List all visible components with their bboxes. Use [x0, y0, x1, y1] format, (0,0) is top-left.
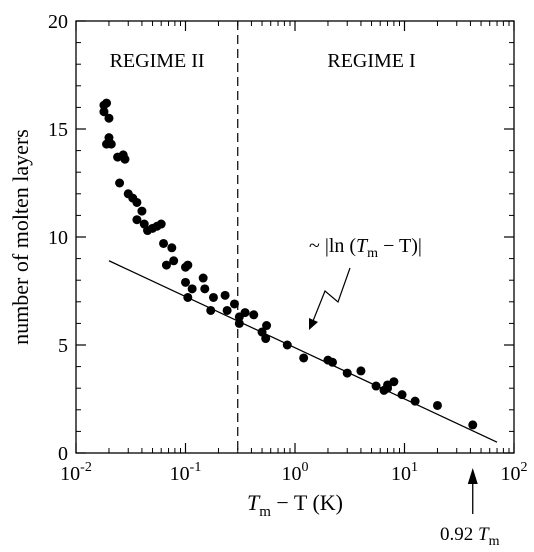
data-point — [468, 420, 478, 430]
y-tick-label: 15 — [48, 119, 68, 141]
data-point — [102, 98, 112, 108]
y-axis-label: number of molten layers — [8, 129, 33, 345]
data-point — [299, 353, 309, 363]
data-point — [167, 243, 177, 253]
data-point — [183, 260, 193, 270]
data-point — [240, 308, 250, 318]
data-point — [169, 256, 179, 266]
data-point — [262, 321, 272, 331]
data-point — [432, 400, 442, 410]
data-point — [159, 238, 169, 248]
data-point — [104, 113, 114, 123]
data-point — [102, 139, 112, 149]
plot-frame — [75, 20, 515, 454]
x-tick-label: 10-2 — [60, 460, 92, 485]
data-point — [342, 368, 352, 378]
data-point — [371, 381, 381, 391]
data-point — [261, 334, 271, 344]
data-point — [356, 366, 366, 376]
y-tick-label: 20 — [48, 11, 68, 33]
data-point — [208, 292, 218, 302]
x-tick-label: 101 — [391, 460, 418, 485]
data-point — [115, 178, 125, 188]
data-point — [229, 299, 239, 309]
y-tick-label: 0 — [58, 443, 68, 465]
data-point — [132, 197, 142, 207]
tm-arrow-head — [467, 468, 478, 484]
data-points — [99, 98, 478, 430]
data-point — [187, 284, 197, 294]
data-point — [206, 305, 216, 315]
data-point — [234, 318, 244, 328]
data-point — [120, 154, 130, 164]
fit-line — [108, 260, 498, 443]
regime-labels: REGIME II REGIME I — [110, 50, 416, 72]
data-point — [200, 284, 210, 294]
x-axis-label: Tm − T (K) — [247, 490, 343, 520]
regime-label: REGIME I — [327, 50, 415, 72]
data-point — [156, 219, 166, 229]
data-point — [249, 310, 259, 320]
axis-ticks — [75, 20, 515, 454]
x-tick-label: 100 — [282, 460, 309, 485]
y-tick-label: 5 — [58, 335, 68, 357]
data-point — [183, 292, 193, 302]
data-point — [137, 206, 147, 216]
data-point — [327, 357, 337, 367]
data-point — [181, 277, 190, 287]
data-point — [220, 290, 230, 300]
data-point — [397, 390, 407, 400]
fit-pointer-arrowhead — [309, 318, 318, 330]
data-point — [282, 340, 292, 350]
data-point — [383, 380, 393, 390]
tick-labels: 10-2 10-1 100 101 102 0 5 10 15 20 — [48, 11, 528, 485]
x-tick-label: 102 — [501, 460, 528, 485]
data-point — [161, 260, 171, 270]
data-point — [410, 396, 420, 406]
fit-annotation: ~ |ln (Tm − T)| — [309, 235, 422, 330]
data-point — [222, 305, 232, 315]
x-tick-label: 10-1 — [170, 460, 202, 485]
tm-arrow-annotation: 0.92 Tm — [440, 468, 500, 549]
y-tick-label: 10 — [48, 227, 68, 249]
fit-pointer-line — [312, 267, 351, 322]
fit-label: ~ |ln (Tm − T)| — [309, 235, 422, 261]
regime-label: REGIME II — [110, 50, 205, 72]
data-point — [99, 107, 109, 117]
data-point — [198, 273, 208, 283]
tm-label: 0.92 Tm — [440, 524, 500, 549]
data-point — [132, 215, 142, 225]
